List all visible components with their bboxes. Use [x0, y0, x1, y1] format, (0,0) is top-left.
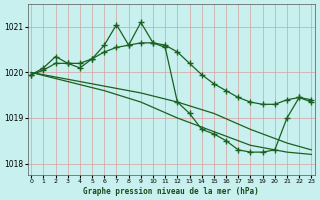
- X-axis label: Graphe pression niveau de la mer (hPa): Graphe pression niveau de la mer (hPa): [84, 187, 259, 196]
